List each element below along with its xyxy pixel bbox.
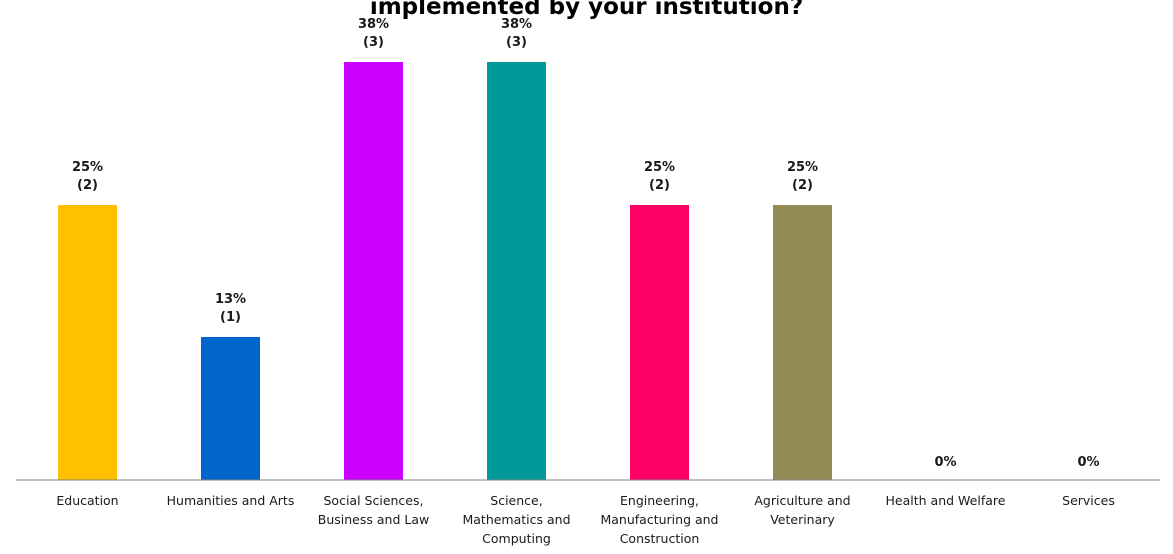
category-label-2: Humanities and Arts (167, 493, 295, 508)
bar-3 (344, 62, 403, 480)
category-label-line: Manufacturing and (600, 512, 718, 527)
category-label-3: Social Sciences, Business and Law (318, 493, 429, 527)
value-label-1: 25% (72, 160, 103, 175)
value-label-5: 25% (644, 160, 675, 175)
category-label-line: Humanities and Arts (167, 493, 295, 508)
category-label-line: Veterinary (770, 512, 835, 527)
category-label-line: Science, (490, 493, 542, 508)
category-label-line: Mathematics and (462, 512, 570, 527)
category-label-line: Services (1062, 493, 1115, 508)
value-label-2: 13% (215, 292, 246, 307)
category-label-line: Education (56, 493, 118, 508)
category-label-4: Science, Mathematics and Computing (462, 493, 570, 546)
count-label-1: (2) (77, 178, 98, 193)
value-label-4: 38% (501, 17, 532, 32)
category-label-line: Computing (482, 531, 551, 546)
count-label-3: (3) (363, 35, 384, 50)
category-label-line: Health and Welfare (886, 493, 1006, 508)
count-label-5: (2) (649, 178, 670, 193)
value-label-8: 0% (1077, 455, 1099, 470)
bars-group (58, 62, 832, 480)
count-label-6: (2) (792, 178, 813, 193)
chart-title: implemented by your institution? (370, 0, 803, 20)
value-label-7: 0% (934, 455, 956, 470)
category-label-line: Social Sciences, (324, 493, 424, 508)
category-label-line: Construction (620, 531, 700, 546)
bar-4 (487, 62, 546, 480)
category-label-1: Education (56, 493, 118, 508)
bar-6 (773, 205, 832, 480)
bar-2 (201, 337, 260, 480)
count-label-2: (1) (220, 310, 241, 325)
category-label-line: Agriculture and (754, 493, 850, 508)
bar-5 (630, 205, 689, 480)
category-labels-group: Education Humanities and Arts Social Scien… (56, 493, 1114, 546)
category-label-7: Health and Welfare (886, 493, 1006, 508)
bar-1 (58, 205, 117, 480)
category-label-line: Business and Law (318, 512, 429, 527)
value-label-6: 25% (787, 160, 818, 175)
category-label-8: Services (1062, 493, 1115, 508)
category-label-6: Agriculture and Veterinary (754, 493, 850, 527)
category-label-5: Engineering, Manufacturing and Constructio… (600, 493, 718, 546)
count-label-4: (3) (506, 35, 527, 50)
value-labels-group: 25% (2) 13% (1) 38% (3) 38% (3) 25% (2) 25% (2) 0% 0% (72, 17, 1100, 470)
value-label-3: 38% (358, 17, 389, 32)
category-label-line: Engineering, (620, 493, 699, 508)
